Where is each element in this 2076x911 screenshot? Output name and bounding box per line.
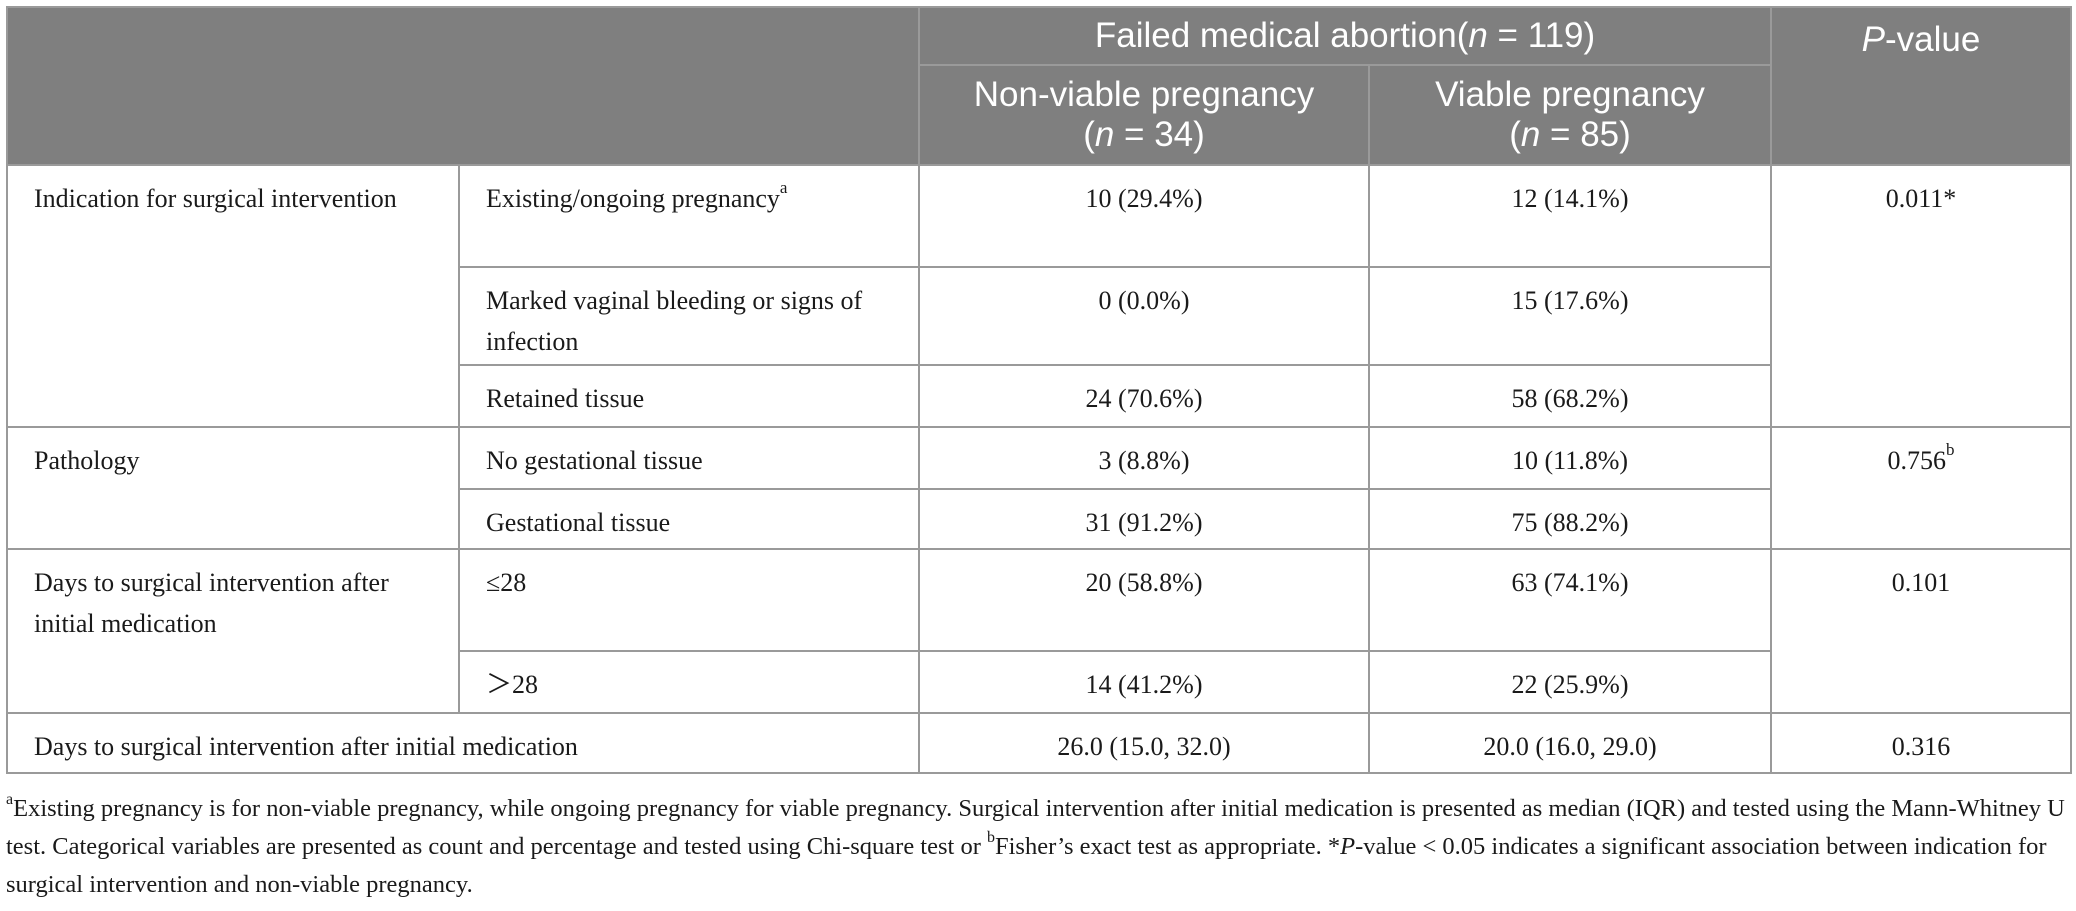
header-pvalue-p: P (1861, 20, 1886, 59)
cell-non-viable: 0 (0.0%) (918, 266, 1370, 366)
header-group-failed-abortion: Failed medical abortion(n = 119) (917, 6, 1773, 66)
header-group-count: = 119) (1487, 16, 1596, 55)
results-table-container: Failed medical abortion(n = 119) P-value… (6, 6, 2073, 774)
footnote-p-italic: P (1340, 833, 1356, 860)
header-group-n: n (1468, 16, 1488, 55)
header-viable-count: = 85) (1540, 115, 1631, 154)
cell-viable: 12 (14.1%) (1367, 164, 1773, 268)
footnote-text-3: -value < 0.05 indicates a significant as… (6, 833, 2047, 898)
cell-non-viable: 14 (41.2%) (918, 650, 1370, 714)
table-row: Gestational tissue 31 (91.2%) 75 (88.2%) (7, 488, 2071, 550)
cell-non-viable: 3 (8.8%) (918, 426, 1370, 490)
cell-pvalue: 0.756b (1770, 426, 2073, 550)
table-row: ＞28 14 (41.2%) 22 (25.9%) (7, 650, 2071, 714)
sub-label-no-gestational-tissue: No gestational tissue (458, 426, 920, 490)
sub-label-text: Existing/ongoing pregnancy (486, 184, 780, 213)
row-label-days-categorical: Days to surgical intervention after init… (6, 548, 460, 714)
header-pvalue-text: -value (1885, 20, 1981, 59)
table-row: Retained tissue 24 (70.6%) 58 (68.2%) (7, 364, 2071, 428)
header-non-viable-count: = 34) (1114, 115, 1205, 154)
header-non-viable: Non-viable pregnancy (n = 34) (918, 64, 1370, 166)
header-non-viable-title: Non-viable pregnancy (973, 75, 1315, 114)
sub-label-gt-28: ＞28 (458, 650, 920, 714)
header-viable: Viable pregnancy (n = 85) (1367, 64, 1773, 166)
sub-label-retained-tissue: Retained tissue (458, 364, 920, 428)
table-body: Indication for surgical intervention Exi… (6, 164, 2073, 774)
table-row: Marked vaginal bleeding or signs of infe… (7, 266, 2071, 366)
row-label-pathology: Pathology (6, 426, 460, 550)
header-viable-title: Viable pregnancy (1435, 75, 1705, 114)
footnote-marker-a: a (779, 178, 788, 198)
cell-viable: 10 (11.8%) (1367, 426, 1773, 490)
sub-label-le-28: ≤28 (458, 548, 920, 652)
header-non-viable-open: ( (1083, 115, 1095, 154)
cell-non-viable: 20 (58.8%) (918, 548, 1370, 652)
cell-non-viable: 10 (29.4%) (918, 164, 1370, 268)
footnote-b-marker: b (987, 828, 995, 846)
table-header: Failed medical abortion(n = 119) P-value… (6, 6, 2073, 166)
cell-non-viable: 26.0 (15.0, 32.0) (918, 712, 1370, 774)
cell-pvalue: 0.101 (1770, 548, 2073, 714)
sub-label-bleeding-infection: Marked vaginal bleeding or signs of infe… (458, 266, 920, 366)
cell-viable: 63 (74.1%) (1367, 548, 1773, 652)
row-label-days-median: Days to surgical intervention after init… (6, 712, 920, 774)
cell-non-viable: 24 (70.6%) (918, 364, 1370, 428)
header-viable-n: n (1520, 115, 1541, 154)
cell-viable: 75 (88.2%) (1367, 488, 1773, 550)
header-non-viable-n: n (1094, 115, 1115, 154)
footnote-text-2: Fisher’s exact test as appropriate. * (995, 833, 1341, 860)
table-row: Indication for surgical intervention Exi… (6, 164, 2073, 428)
pvalue-text: 0.756 (1887, 446, 1947, 475)
cell-non-viable: 31 (91.2%) (918, 488, 1370, 550)
table-row: Days to surgical intervention after init… (6, 548, 2073, 714)
table-row: Pathology No gestational tissue 3 (8.8%)… (6, 426, 2073, 550)
header-viable-open: ( (1509, 115, 1521, 154)
results-table: Failed medical abortion(n = 119) P-value… (6, 6, 2073, 774)
cell-viable: 58 (68.2%) (1367, 364, 1773, 428)
sub-label-existing-pregnancy: Existing/ongoing pregnancya (458, 164, 920, 268)
cell-viable: 20.0 (16.0, 29.0) (1367, 712, 1773, 774)
footnote-a-marker: a (6, 790, 14, 808)
row-label-indication: Indication for surgical intervention (6, 164, 460, 428)
sub-label-gestational-tissue: Gestational tissue (458, 488, 920, 550)
table-row: Days to surgical intervention after init… (6, 712, 2073, 774)
table-footnote: aExisting pregnancy is for non-viable pr… (6, 790, 2070, 904)
cell-pvalue: 0.011* (1770, 164, 2073, 428)
header-pvalue: P-value (1770, 6, 2073, 166)
footnote-text-1: Existing pregnancy is for non-viable pre… (6, 795, 2065, 860)
header-group-text: Failed medical abortion( (1094, 16, 1469, 55)
cell-viable: 22 (25.9%) (1367, 650, 1773, 714)
cell-viable: 15 (17.6%) (1367, 266, 1773, 366)
cell-pvalue: 0.316 (1770, 712, 2073, 774)
header-blank-cell (6, 6, 920, 166)
footnote-marker-b: b (1946, 440, 1955, 460)
